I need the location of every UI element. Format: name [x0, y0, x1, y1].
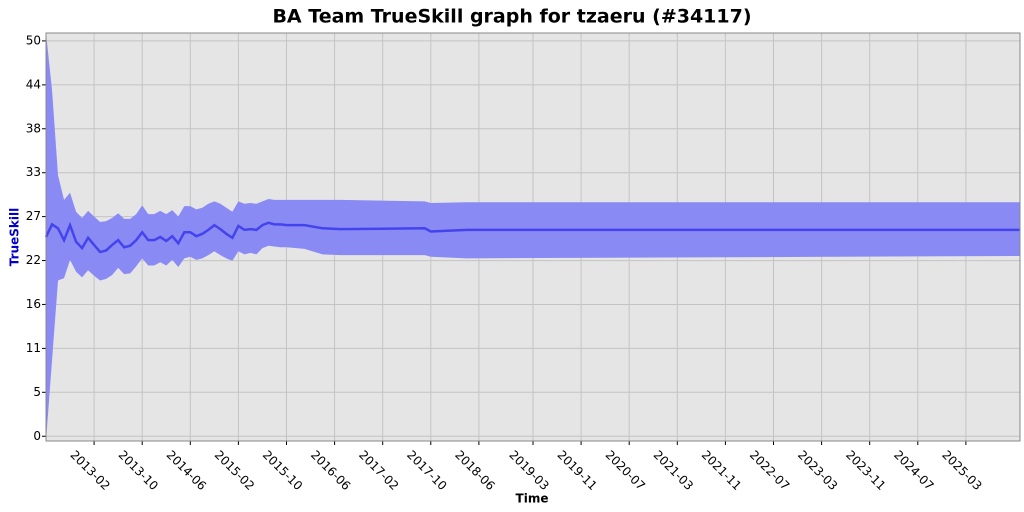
- x-tick-label: 2023-03: [795, 448, 840, 493]
- x-tick-label: 2019-11: [555, 448, 600, 493]
- x-tick-label: 2023-11: [843, 448, 888, 493]
- y-axis-label: TrueSkill: [8, 208, 22, 266]
- x-tick-label: 2025-03: [939, 448, 984, 493]
- trueskill-line: [44, 221, 1020, 254]
- y-tick-label: 44: [26, 77, 41, 91]
- x-tick-label: 2013-10: [116, 448, 161, 493]
- y-tick-label: 22: [26, 253, 41, 267]
- x-tick-label: 2014-06: [164, 448, 209, 493]
- x-tick-label: 2024-07: [891, 448, 936, 493]
- chart-title: BA Team TrueSkill graph for tzaeru (#341…: [272, 6, 751, 28]
- y-tick-label: 0: [33, 429, 41, 443]
- y-tick-label: 50: [26, 33, 41, 47]
- y-tick-label: 38: [26, 121, 41, 135]
- y-tick-label: 33: [26, 165, 41, 179]
- x-tick-label: 2015-02: [212, 448, 257, 493]
- x-tick-label: 2021-11: [699, 448, 744, 493]
- uncertainty-band: [46, 33, 1020, 441]
- x-tick-label: 2020-07: [603, 448, 648, 493]
- y-tick-label: 5: [33, 385, 41, 399]
- y-tick-label: 27: [26, 209, 41, 223]
- x-tick-label: 2019-03: [506, 448, 551, 493]
- x-tick-label: 2021-03: [651, 448, 696, 493]
- x-tick-label: 2016-06: [308, 448, 353, 493]
- x-axis-label: Time: [516, 492, 549, 506]
- plot-border: [45, 32, 1021, 442]
- y-tick-label: 16: [26, 297, 41, 311]
- y-tick-label: 11: [26, 341, 41, 355]
- x-tick-label: 2015-10: [260, 448, 305, 493]
- x-tick-label: 2022-07: [747, 448, 792, 493]
- x-tick-label: 2017-10: [404, 448, 449, 493]
- x-tick-label: 2013-02: [68, 448, 113, 493]
- x-tick-label: 2017-02: [356, 448, 401, 493]
- x-tick-label: 2018-06: [452, 448, 497, 493]
